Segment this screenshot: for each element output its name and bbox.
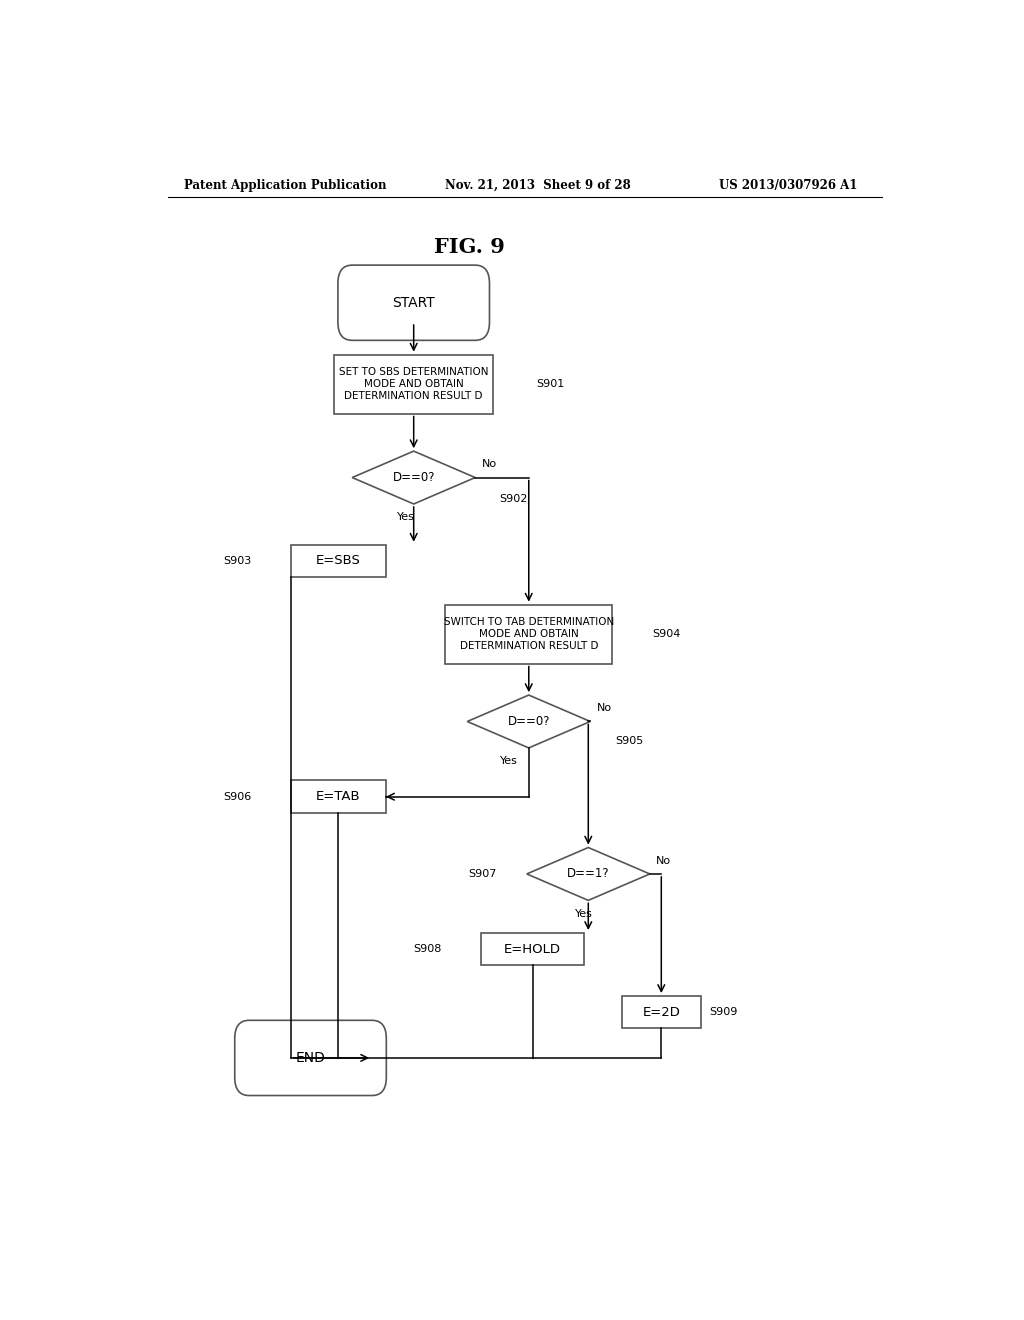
Text: START: START [392,296,435,310]
FancyBboxPatch shape [338,265,489,341]
Text: D==1?: D==1? [567,867,609,880]
Text: S901: S901 [537,379,565,389]
Bar [622,995,701,1028]
Text: US 2013/0307926 A1: US 2013/0307926 A1 [719,178,858,191]
Text: SWITCH TO TAB DETERMINATION
MODE AND OBTAIN
DETERMINATION RESULT D: SWITCH TO TAB DETERMINATION MODE AND OBT… [443,616,614,652]
Bar [481,933,585,965]
Text: Nov. 21, 2013  Sheet 9 of 28: Nov. 21, 2013 Sheet 9 of 28 [445,178,631,191]
Text: Patent Application Publication: Patent Application Publication [183,178,386,191]
Bar [291,780,386,813]
Text: Yes: Yes [500,756,518,766]
Polygon shape [467,696,590,748]
Polygon shape [352,451,475,504]
Text: E=TAB: E=TAB [316,791,360,803]
Text: END: END [296,1051,326,1065]
Text: S907: S907 [469,869,497,879]
Text: E=2D: E=2D [642,1006,680,1019]
Text: Yes: Yes [397,512,415,523]
Bar [334,355,494,413]
Text: D==0?: D==0? [392,471,435,484]
Text: SET TO SBS DETERMINATION
MODE AND OBTAIN
DETERMINATION RESULT D: SET TO SBS DETERMINATION MODE AND OBTAIN… [339,367,488,401]
Text: E=SBS: E=SBS [315,554,360,568]
Text: D==0?: D==0? [508,715,550,729]
Text: S906: S906 [223,792,251,801]
FancyBboxPatch shape [234,1020,386,1096]
Text: No: No [481,459,497,470]
Bar [445,605,612,664]
Text: No: No [597,704,611,713]
Text: S903: S903 [223,556,251,566]
Text: S905: S905 [615,735,643,746]
Text: S904: S904 [652,630,680,639]
Polygon shape [526,847,650,900]
Bar [291,545,386,577]
Text: S908: S908 [413,944,441,954]
Text: E=HOLD: E=HOLD [504,942,561,956]
Text: S902: S902 [500,494,527,504]
Text: S909: S909 [709,1007,737,1018]
Text: FIG. 9: FIG. 9 [434,236,505,257]
Text: No: No [656,855,672,866]
Text: Yes: Yes [575,908,593,919]
